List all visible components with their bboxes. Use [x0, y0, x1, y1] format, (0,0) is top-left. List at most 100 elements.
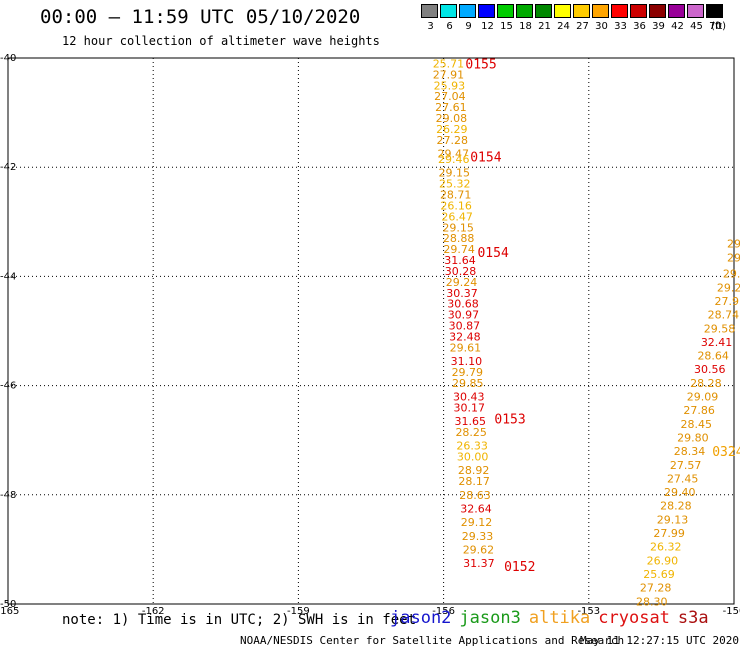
wave-height-value: 25.93 [434, 79, 466, 92]
wave-height-value: 27.61 [435, 101, 467, 114]
time-label: 0324 [712, 445, 740, 460]
colorbar-label: 33 [614, 21, 627, 32]
wave-height-value: 26.29 [436, 123, 468, 136]
colorbar-swatch [592, 4, 609, 18]
colorbar-swatch [535, 4, 552, 18]
wave-height-value: 30.17 [454, 401, 486, 414]
colorbar-label: 6 [446, 21, 453, 32]
colorbar-swatch [554, 4, 571, 18]
time-label: 0152 [504, 560, 535, 575]
satellite-legend-item: cryosat [598, 608, 670, 628]
wave-height-value: 32.41 [701, 336, 733, 349]
wave-height-value: 32.64 [460, 502, 492, 515]
footer-timestamp: May 11 12:27:15 UTC 2020 [580, 634, 739, 647]
x-tick-label: -159 [287, 606, 310, 617]
colorbar-label: 30 [595, 21, 608, 32]
colorbar-swatch [421, 4, 438, 18]
y-tick-label: -40 [0, 53, 16, 64]
y-tick-label: -44 [0, 271, 16, 282]
wave-height-value: 29.79 [452, 366, 484, 379]
wave-height-value: 30.43 [453, 391, 485, 404]
wave-height-value: 29.62 [463, 543, 495, 556]
colorbar-label: 3 [427, 21, 434, 32]
colorbar-label: 18 [519, 21, 532, 32]
wave-height-value: 27.57 [670, 459, 702, 472]
wave-height-value: 29.74 [443, 243, 475, 256]
x-tick-label: -150 [723, 606, 740, 617]
wave-height-value: 29.13 [657, 513, 689, 526]
wave-height-value: 28.17 [458, 475, 490, 488]
wave-height-value: 25.71 [433, 57, 465, 70]
wave-height-value: 29.24 [446, 276, 478, 289]
wave-height-value: 28.88 [443, 232, 475, 245]
wave-height-value: 27.9 [714, 295, 739, 308]
satellite-legend: jason2 jason3 altika cryosat s3a [390, 608, 717, 628]
wave-height-value: 25.32 [439, 178, 471, 191]
wave-height-value: 29.15 [438, 167, 470, 180]
wave-height-value: 29 [727, 238, 740, 251]
wave-height-value: 26.16 [440, 199, 472, 212]
wave-height-value: 28.45 [680, 418, 712, 431]
colorbar-label: 42 [671, 21, 684, 32]
wave-height-value: 29.08 [436, 112, 468, 125]
time-label: 0153 [494, 412, 525, 427]
satellite-legend-item: altika [528, 608, 591, 628]
wave-height-value: 29.09 [687, 391, 719, 404]
footer-note: note: 1) Time is in UTC; 2) SWH is in fe… [62, 612, 417, 628]
wave-height-value: 30.28 [445, 265, 477, 278]
colorbar-swatch [687, 4, 704, 18]
x-tick-label: -153 [577, 606, 600, 617]
colorbar-label: 9 [465, 21, 472, 32]
colorbar-label: 12 [481, 21, 494, 32]
colorbar-swatch [649, 4, 666, 18]
wave-height-value: 28.28 [660, 500, 692, 513]
colorbar-swatch [573, 4, 590, 18]
wave-height-value: 27.91 [433, 68, 465, 81]
colorbar-swatch [516, 4, 533, 18]
page-subtitle: 12 hour collection of altimeter wave hei… [62, 34, 380, 48]
wave-height-value: 26.33 [456, 440, 488, 453]
x-tick-label: -156 [432, 606, 455, 617]
wave-height-value: 25.69 [643, 568, 675, 581]
wave-height-value: 29.85 [452, 377, 484, 390]
time-label: 0154 [477, 246, 508, 261]
wave-height-value: 28.71 [440, 189, 472, 202]
colorbar-swatch [668, 4, 685, 18]
wave-height-value: 29.46 [438, 153, 470, 166]
y-tick-label: -48 [0, 490, 16, 501]
wave-height-value: 26.32 [650, 541, 682, 554]
colorbar-label: 21 [538, 21, 551, 32]
wave-height-value: 29 [727, 251, 740, 264]
satellite-legend-item: s3a [677, 608, 709, 628]
wave-height-value: 28.34 [674, 445, 706, 458]
wave-height-value: 30.00 [457, 451, 489, 464]
wave-height-value: 27.04 [434, 90, 466, 103]
wave-height-value: 28.92 [458, 464, 490, 477]
colorbar-label: 15 [500, 21, 513, 32]
colorbar-label: 39 [652, 21, 665, 32]
wave-height-value: 29.58 [704, 322, 736, 335]
colorbar-unit: (ft) [711, 21, 727, 32]
wave-height-value: 27.28 [437, 134, 469, 147]
wave-height-value: 29.33 [462, 530, 494, 543]
x-tick-label: -165 [0, 606, 19, 617]
wave-height-value: 30.97 [448, 309, 480, 322]
satellite-legend-item: jason2 [390, 608, 452, 628]
satellite-legend-item: jason3 [459, 608, 521, 628]
y-tick-label: -46 [0, 381, 16, 392]
colorbar-label: 36 [633, 21, 646, 32]
colorbar-swatch [706, 4, 723, 18]
time-label: 0154 [470, 150, 501, 165]
wave-height-value: 29.15 [442, 221, 474, 234]
wave-height-value: 30.56 [694, 363, 726, 376]
wave-height-value: 28.30 [636, 595, 668, 608]
time-label: 0155 [465, 57, 496, 72]
colorbar-label: 70 [709, 21, 722, 32]
wave-height-value: 26.47 [441, 210, 473, 223]
wave-height-value: 31.10 [451, 355, 483, 368]
colorbar-swatch [440, 4, 457, 18]
wave-height-value: 29.80 [677, 431, 709, 444]
colorbar-swatch [478, 4, 495, 18]
